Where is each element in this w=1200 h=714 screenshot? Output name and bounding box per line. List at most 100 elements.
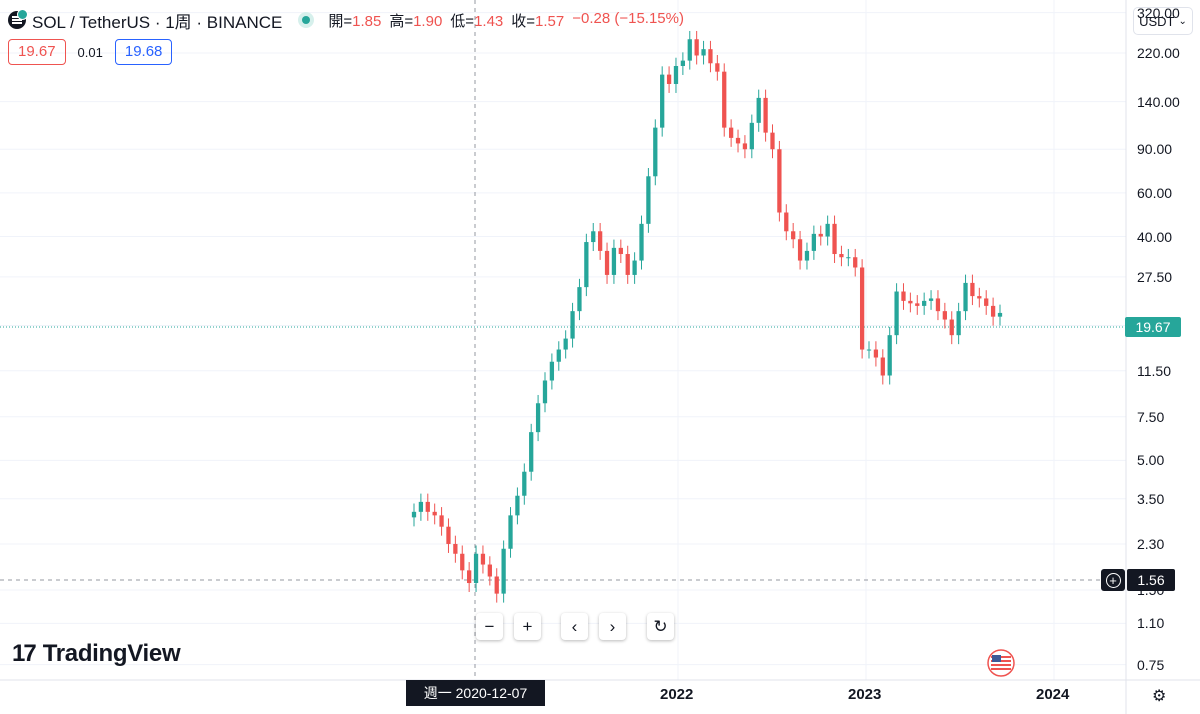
candle-up	[508, 515, 513, 549]
symbol-title[interactable]: SOL / TetherUS · 1周 · BINANCE	[32, 12, 283, 32]
zoom-in-button[interactable]: +	[514, 613, 541, 640]
y-tick-label: 60.00	[1137, 184, 1173, 201]
candle-down	[935, 298, 941, 312]
candle-up	[846, 257, 851, 259]
candle-down	[970, 282, 975, 297]
buy-price-button[interactable]: 19.68	[114, 39, 173, 65]
candle-up	[804, 250, 810, 261]
candle-up	[473, 553, 479, 584]
crosshair-price-label: 1.56	[1127, 569, 1175, 591]
candle-down	[453, 543, 458, 554]
candle-down	[694, 39, 699, 56]
candle-up	[570, 311, 575, 339]
candle-up	[956, 311, 961, 336]
candle-down	[446, 526, 451, 544]
candle-up	[418, 501, 424, 512]
candle-down	[791, 231, 796, 240]
scroll-left-button[interactable]: ‹	[561, 613, 588, 640]
candle-down	[901, 291, 906, 301]
candle-down	[480, 553, 486, 565]
candle-up	[866, 349, 872, 351]
candle-up	[501, 548, 506, 594]
candle-up	[563, 338, 568, 350]
candle-down	[859, 267, 865, 350]
minus-icon: −	[484, 616, 495, 636]
candle-down	[494, 576, 499, 594]
ohlc-change: −0.28 (−15.15%)	[572, 9, 684, 27]
candle-up	[825, 223, 830, 237]
candle-down	[708, 49, 713, 64]
y-tick-label: 40.00	[1137, 228, 1173, 245]
candle-up	[515, 495, 520, 516]
candle-up	[584, 242, 589, 288]
candle-down	[942, 311, 947, 320]
y-tick-label: 0.75	[1137, 656, 1165, 673]
candle-down	[460, 553, 465, 571]
chevron-left-icon: ‹	[571, 616, 578, 636]
candle-up	[756, 97, 761, 123]
candle-up	[922, 300, 927, 306]
reset-chart-button[interactable]: ↻	[647, 613, 674, 640]
candle-up	[535, 403, 541, 433]
candle-up	[653, 127, 658, 177]
candle-down	[722, 71, 727, 128]
last-price-label: 19.67	[1125, 317, 1181, 337]
candle-up	[577, 287, 582, 312]
y-tick-label: 2.30	[1137, 535, 1165, 552]
axis-settings-button[interactable]: ⚙	[1152, 686, 1166, 706]
candle-down	[853, 257, 858, 268]
currency-selector[interactable]: USDT ⌄	[1133, 7, 1193, 35]
grid-lines	[0, 0, 1126, 680]
y-tick-label: 90.00	[1137, 141, 1173, 158]
candle-down	[439, 515, 444, 527]
candle-up	[542, 380, 548, 404]
candle-down	[425, 501, 430, 512]
symbol-logo-icon	[8, 9, 28, 29]
candle-down	[742, 143, 748, 150]
candle-down	[908, 300, 913, 304]
candle-up	[660, 74, 665, 128]
zoom-out-button[interactable]: −	[476, 613, 503, 640]
candle-up	[639, 223, 644, 261]
tradingview-logo[interactable]: 17 TradingView	[12, 640, 181, 668]
ohlc-high: 高=1.90	[389, 12, 443, 30]
candle-down	[818, 233, 823, 237]
candle-down	[777, 149, 782, 213]
y-tick-label: 5.00	[1137, 452, 1165, 469]
candle-up	[549, 361, 555, 381]
tradingview-logo-text: TradingView	[42, 640, 181, 667]
add-alert-button[interactable]: +	[1101, 569, 1125, 591]
y-tick-label: 140.00	[1137, 93, 1180, 110]
ohlc-values: 開=1.85 高=1.90 低=1.43 收=1.57 −0.28 (−15.1…	[328, 10, 684, 31]
candle-down	[990, 305, 996, 317]
candle-up	[687, 39, 692, 61]
ohlc-close: 收=1.57	[511, 12, 565, 30]
sell-price-button[interactable]: 19.67	[8, 39, 66, 65]
crosshair-date-label: 週一 2020-12-07	[406, 680, 545, 706]
candle-down	[735, 137, 741, 144]
candle-down	[784, 212, 789, 232]
candle-down	[915, 303, 920, 306]
scroll-right-button[interactable]: ›	[599, 613, 626, 640]
plus-circle-icon: +	[1105, 572, 1121, 588]
y-tick-label: 7.50	[1137, 408, 1165, 425]
x-tick-label: 2022	[660, 686, 694, 703]
candle-down	[604, 250, 610, 275]
candle-down	[880, 357, 885, 376]
y-tick-label: 27.50	[1137, 268, 1173, 285]
us-flag-icon[interactable]	[987, 649, 1015, 677]
candle-down	[984, 298, 989, 306]
candle-up	[928, 298, 934, 301]
candle-up	[591, 231, 596, 243]
candle-up	[673, 65, 679, 84]
candle-up	[556, 349, 561, 362]
candle-down	[949, 319, 954, 336]
ohlc-low: 低=1.43	[450, 12, 504, 30]
candles	[411, 30, 1003, 603]
candle-down	[832, 223, 837, 255]
trade-buttons: 19.67 0.01 19.68	[8, 39, 173, 65]
y-tick-label: 1.10	[1137, 615, 1165, 632]
y-tick-label: 11.50	[1137, 362, 1171, 379]
reset-icon: ↻	[653, 616, 668, 636]
